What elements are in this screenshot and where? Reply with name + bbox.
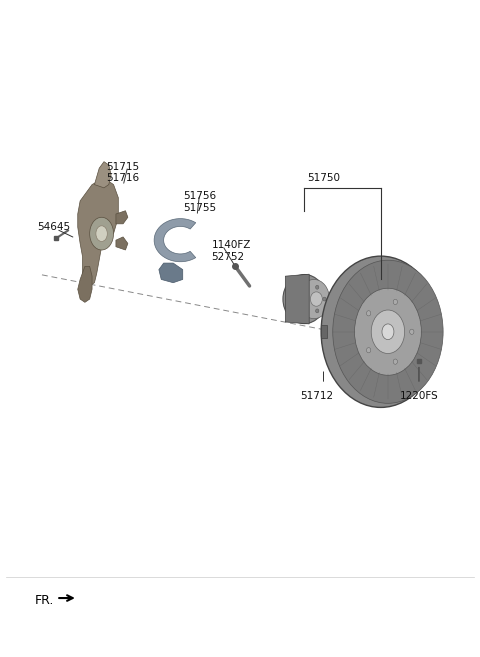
Text: 51712: 51712 [300, 391, 333, 401]
Polygon shape [95, 162, 111, 188]
Ellipse shape [315, 285, 319, 289]
Polygon shape [116, 237, 128, 250]
Ellipse shape [367, 311, 371, 316]
Ellipse shape [371, 310, 405, 353]
Text: 1220FS: 1220FS [399, 391, 438, 401]
Text: 54645: 54645 [37, 222, 70, 232]
Ellipse shape [382, 324, 394, 340]
Ellipse shape [333, 260, 443, 403]
Ellipse shape [367, 348, 371, 353]
Polygon shape [116, 211, 128, 224]
Text: 51756
51755: 51756 51755 [183, 191, 216, 213]
Ellipse shape [311, 292, 323, 306]
Ellipse shape [321, 256, 441, 407]
Polygon shape [78, 178, 118, 286]
Polygon shape [159, 263, 183, 283]
Ellipse shape [299, 279, 329, 319]
Ellipse shape [304, 304, 307, 308]
Ellipse shape [315, 309, 319, 313]
Polygon shape [154, 219, 196, 261]
Text: FR.: FR. [35, 593, 54, 606]
Ellipse shape [304, 290, 307, 294]
Polygon shape [78, 266, 92, 302]
Text: 1140FZ
52752: 1140FZ 52752 [211, 240, 251, 261]
Text: 51750: 51750 [307, 173, 340, 183]
Circle shape [96, 226, 108, 242]
Polygon shape [321, 325, 327, 338]
Text: 51715
51716: 51715 51716 [107, 162, 140, 183]
Ellipse shape [355, 288, 421, 375]
Circle shape [90, 217, 114, 250]
Ellipse shape [323, 297, 326, 301]
Ellipse shape [393, 359, 397, 364]
Polygon shape [285, 274, 309, 324]
Ellipse shape [393, 300, 397, 305]
Ellipse shape [409, 329, 414, 334]
Ellipse shape [283, 275, 326, 324]
